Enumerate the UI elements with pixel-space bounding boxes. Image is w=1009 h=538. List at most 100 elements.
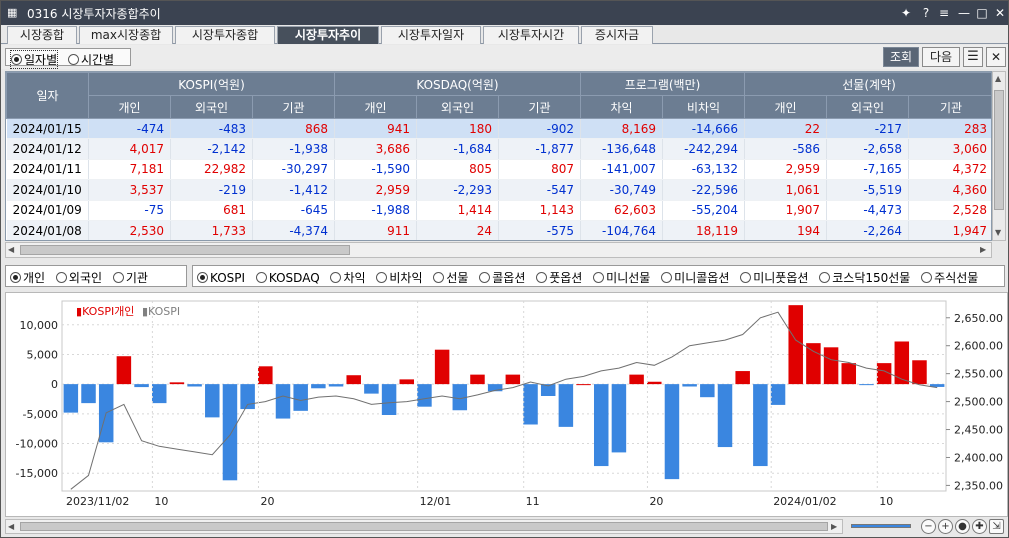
table-row[interactable]: 2024/01/09 -75 681 -645 -1,988 1,414 1,143 62,6… (6, 200, 991, 221)
radio-market-kospi-indicator[interactable] (197, 272, 208, 283)
zoom-out-icon[interactable]: − (921, 519, 936, 534)
vertical-scroll-thumb[interactable] (994, 90, 1004, 210)
subheader-6: 차익 (580, 95, 663, 119)
resize-icon[interactable]: ⇲ (989, 519, 1004, 534)
radio-market-non-arbitrage-indicator[interactable] (376, 272, 388, 283)
radio-market-kospi[interactable]: KOSPI (197, 271, 245, 285)
radio-market-mini-put-option-indicator[interactable] (740, 272, 752, 283)
radio-market-kosdaq[interactable]: KOSDAQ (255, 271, 320, 285)
cell-value: -1,590 (334, 159, 417, 181)
radio-market-futures-indicator[interactable] (433, 272, 445, 283)
radio-market-put-option-indicator[interactable] (536, 272, 548, 283)
chart-horizontal-scrollbar[interactable]: ◀ ▶ (5, 519, 843, 534)
radio-investor-institution[interactable]: 기관 (112, 269, 148, 286)
radio-market-mini-call-option[interactable]: 미니콜옵션 (661, 269, 729, 286)
chart-scroll-thumb[interactable] (20, 522, 828, 531)
bar (487, 384, 503, 392)
list-icon[interactable]: ☰ (963, 47, 983, 67)
minimize-icon[interactable]: — (958, 6, 970, 20)
zoom-in-icon[interactable]: + (938, 519, 953, 534)
table-row[interactable]: 2024/01/11 7,181 22,982 -30,297 -1,590 805 807… (6, 159, 991, 181)
crosshair-icon[interactable]: ✚ (972, 519, 987, 534)
radio-market-stock-futures[interactable]: 주식선물 (921, 269, 978, 286)
cell-value: 807 (498, 159, 581, 181)
bar (929, 384, 945, 387)
tab-market-investor-time[interactable]: 시장투자시간 (483, 26, 579, 44)
radio-market-mini-put-option[interactable]: 미니풋옵션 (740, 269, 808, 286)
scroll-up-icon[interactable]: ▲ (995, 74, 1002, 83)
bar (593, 384, 609, 467)
cell-value: -1,412 (252, 179, 335, 201)
bar (753, 384, 768, 467)
radio-investor-foreign[interactable]: 외국인 (55, 269, 102, 286)
close-icon[interactable]: ✕ (994, 6, 1006, 20)
table-row[interactable]: 2024/01/15 -474 -483 868 941 180 -902 8,169 -14,… (6, 118, 991, 140)
cell-value: -575 (498, 220, 581, 240)
bar (399, 379, 415, 385)
radio-market-arbitrage[interactable]: 차익 (330, 269, 366, 286)
zoom-slider[interactable] (851, 524, 911, 528)
next-button[interactable]: 다음 (922, 47, 960, 67)
scroll-right-icon[interactable]: ▶ (980, 245, 987, 254)
radio-market-kosdaq-indicator[interactable] (255, 272, 267, 283)
radio-investor-individual-indicator[interactable] (10, 272, 21, 283)
radio-market-futures[interactable]: 선물 (433, 269, 468, 286)
cell-value: -2,293 (416, 179, 499, 201)
radio-market-put-option[interactable]: 풋옵션 (536, 269, 582, 286)
zoom-reset-icon[interactable]: ● (955, 519, 970, 534)
radio-daily[interactable]: 일자별 (10, 50, 59, 69)
radio-investor-foreign-indicator[interactable] (55, 272, 67, 283)
cell-value: 1,907 (744, 200, 828, 221)
bar (346, 375, 361, 385)
pin-icon[interactable]: ✦ (900, 6, 912, 20)
subheader-0: 개인 (88, 95, 171, 119)
bar (629, 374, 644, 385)
table-row[interactable]: 2024/01/12 4,017 -2,142 -1,938 3,686 -1,684 -1… (6, 138, 991, 160)
radio-investor-institution-indicator[interactable] (112, 272, 124, 283)
radio-hourly-indicator[interactable] (67, 54, 79, 65)
close-panel-icon[interactable]: ✕ (986, 47, 1006, 67)
tab-market-investor-trend[interactable]: 시장투자추이 (277, 26, 379, 44)
cell-value: 868 (252, 118, 335, 140)
chart-scroll-right-icon[interactable]: ▶ (831, 522, 838, 531)
left-tick-label: -5,000 (23, 408, 58, 421)
table-row[interactable]: 2024/01/10 3,537 -219 -1,412 2,959 -2,293 -547… (6, 179, 991, 201)
radio-market-non-arbitrage[interactable]: 비차익 (376, 269, 423, 286)
radio-market-mini-futures[interactable]: 미니선물 (593, 269, 650, 286)
cell-value: -2,142 (170, 138, 253, 160)
radio-market-mini-futures-indicator[interactable] (593, 272, 605, 283)
radio-investor-individual[interactable]: 개인 (10, 269, 45, 286)
horizontal-scroll-thumb[interactable] (20, 245, 350, 255)
grid-icon[interactable]: ▦ (7, 6, 18, 19)
legend-line-series: KOSPI (148, 305, 181, 318)
tab-market-funds[interactable]: 증시자금 (581, 26, 653, 44)
chart-selector-row: 개인 외국인 기관 KOSPI KOSDAQ 차익 비차익 선물 콜옵션 풋옵션… (5, 265, 1005, 287)
cell-value: 24 (416, 220, 499, 240)
tab-market-summary[interactable]: 시장종합 (7, 26, 77, 44)
table-body: 2024/01/15 -474 -483 868 941 180 -902 8,169 -14,… (6, 118, 991, 240)
radio-market-call-option[interactable]: 콜옵션 (479, 269, 525, 286)
menu-icon[interactable]: ≡ (938, 6, 950, 20)
scroll-left-icon[interactable]: ◀ (8, 245, 15, 254)
help-icon[interactable]: ? (922, 6, 930, 20)
table-vertical-scrollbar[interactable]: ▲ ▼ (992, 71, 1006, 241)
period-radio-group: 일자별 시간별 (5, 48, 131, 69)
radio-market-call-option-indicator[interactable] (479, 272, 491, 283)
tab-market-investor-summary[interactable]: 시장투자종합 (175, 26, 275, 44)
table-row[interactable]: 2024/01/08 2,530 1,733 -4,374 911 24 -575 -104,… (6, 220, 991, 240)
radio-market-arbitrage-indicator[interactable] (330, 272, 342, 283)
chart-scroll-left-icon[interactable]: ◀ (8, 522, 15, 531)
scroll-down-icon[interactable]: ▼ (995, 228, 1002, 237)
radio-hourly[interactable]: 시간별 (67, 51, 114, 68)
radio-market-kosdaq150-futures-indicator[interactable] (819, 272, 831, 283)
radio-market-mini-call-option-indicator[interactable] (661, 272, 673, 283)
radio-market-stock-futures-indicator[interactable] (921, 272, 933, 283)
tab-market-investor-date[interactable]: 시장투자일자 (381, 26, 481, 44)
query-button[interactable]: 조회 (883, 47, 919, 67)
radio-market-kosdaq150-futures[interactable]: 코스닥150선물 (819, 269, 910, 286)
radio-daily-indicator[interactable] (11, 54, 22, 65)
table-horizontal-scrollbar[interactable]: ◀ ▶ (5, 242, 992, 258)
maximize-icon[interactable]: □ (976, 6, 988, 20)
cell-value: 2,959 (744, 159, 828, 181)
tab-max-market-summary[interactable]: max시장종합 (79, 26, 173, 44)
